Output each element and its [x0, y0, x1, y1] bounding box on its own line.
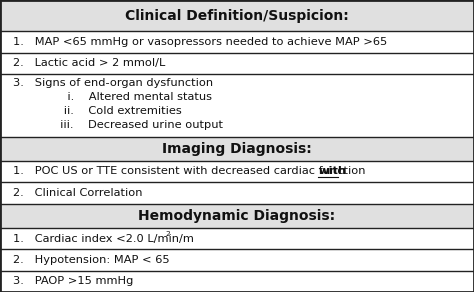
Text: 3.   PAOP >15 mmHg: 3. PAOP >15 mmHg	[13, 276, 134, 286]
Text: Imaging Diagnosis:: Imaging Diagnosis:	[162, 142, 312, 156]
Bar	[0, 204, 474, 228]
Text: 2: 2	[166, 231, 171, 237]
Bar	[0, 0, 474, 31]
Text: 2.   Clinical Correlation: 2. Clinical Correlation	[13, 188, 143, 198]
Text: Hemodynamic Diagnosis:: Hemodynamic Diagnosis:	[138, 209, 336, 223]
Bar	[0, 182, 474, 204]
Text: 2.   Hypotension: MAP < 65: 2. Hypotension: MAP < 65	[13, 255, 170, 265]
Bar	[0, 53, 474, 74]
Bar	[0, 137, 474, 161]
Text: 1.   MAP <65 mmHg or vasopressors needed to achieve MAP >65: 1. MAP <65 mmHg or vasopressors needed t…	[13, 37, 388, 47]
Text: 1.   POC US or TTE consistent with decreased cardiac function: 1. POC US or TTE consistent with decreas…	[13, 166, 369, 176]
Bar	[0, 228, 474, 249]
Bar	[0, 74, 474, 137]
Text: 1.   Cardiac index <2.0 L/min/m: 1. Cardiac index <2.0 L/min/m	[13, 234, 194, 244]
Bar	[0, 31, 474, 53]
Text: with: with	[319, 166, 346, 176]
Bar	[0, 271, 474, 292]
Text: 3.   Signs of end-organ dysfunction: 3. Signs of end-organ dysfunction	[13, 78, 213, 88]
Text: ii.    Cold extremities: ii. Cold extremities	[13, 106, 182, 116]
Text: Clinical Definition/Suspicion:: Clinical Definition/Suspicion:	[125, 9, 349, 23]
Text: 2.   Lactic acid > 2 mmol/L: 2. Lactic acid > 2 mmol/L	[13, 58, 165, 68]
Bar	[0, 161, 474, 182]
Text: iii.    Decreased urine output: iii. Decreased urine output	[13, 120, 223, 130]
Bar	[0, 249, 474, 271]
Text: i.    Altered mental status: i. Altered mental status	[13, 92, 212, 102]
